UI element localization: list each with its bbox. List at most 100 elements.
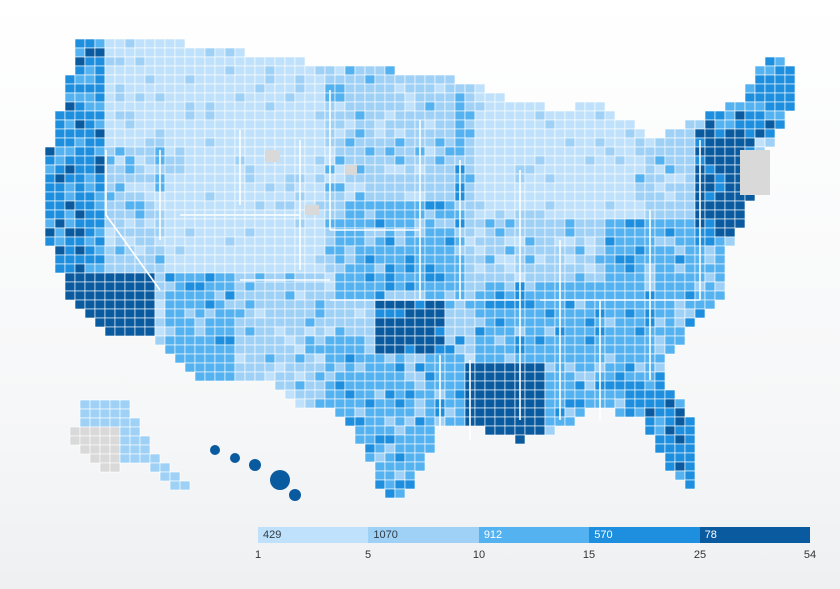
county-cell (724, 173, 736, 184)
county-cell (244, 101, 256, 112)
county-cell (374, 146, 386, 157)
county-cell (404, 245, 416, 256)
county-cell (79, 417, 91, 428)
county-cell (364, 74, 376, 85)
county-cell (584, 182, 596, 193)
county-cell (464, 317, 476, 328)
county-cell (604, 254, 616, 265)
county-cell (474, 218, 486, 229)
county-cell (204, 146, 216, 157)
county-cell (434, 344, 446, 355)
county-cell (354, 407, 366, 418)
county-cell (674, 416, 686, 427)
county-cell (374, 191, 386, 202)
county-cell (84, 110, 96, 121)
county-cell (154, 290, 166, 301)
county-cell (444, 290, 456, 301)
county-cell (284, 200, 296, 211)
county-cell (74, 164, 86, 175)
county-cell (474, 146, 486, 157)
county-cell (534, 335, 546, 346)
county-cell (624, 344, 636, 355)
county-cell (114, 272, 126, 283)
county-cell (514, 434, 526, 445)
county-cell (554, 173, 566, 184)
county-cell (644, 425, 656, 436)
county-cell (194, 317, 206, 328)
county-cell (684, 254, 696, 265)
county-cell (614, 173, 626, 184)
county-cell (424, 119, 436, 130)
county-cell (314, 128, 326, 139)
county-cell (474, 344, 486, 355)
county-cell (454, 83, 466, 94)
county-cell (214, 74, 226, 85)
county-cell (64, 101, 76, 112)
county-cell (604, 182, 616, 193)
county-cell (284, 389, 296, 400)
county-cell (204, 191, 216, 202)
county-cell (124, 155, 136, 166)
county-cell (634, 389, 646, 400)
county-cell (584, 146, 596, 157)
county-cell (224, 128, 236, 139)
county-cell (374, 416, 386, 427)
county-cell (194, 263, 206, 274)
county-cell (364, 128, 376, 139)
county-cell (574, 344, 586, 355)
county-cell (264, 308, 276, 319)
county-cell (224, 218, 236, 229)
county-cell (354, 182, 366, 193)
county-cell (224, 164, 236, 175)
county-cell (114, 137, 126, 148)
county-cell (564, 380, 576, 391)
county-cell (74, 65, 86, 76)
county-cell (384, 173, 396, 184)
county-cell (544, 254, 556, 265)
county-cell (64, 92, 76, 103)
county-cell (424, 362, 436, 373)
county-cell (544, 236, 556, 247)
county-cell (204, 236, 216, 247)
county-cell (284, 74, 296, 85)
county-cell (694, 308, 706, 319)
county-cell (594, 263, 606, 274)
county-cell (144, 56, 156, 67)
county-cell (394, 308, 406, 319)
county-cell (174, 308, 186, 319)
county-cell (374, 137, 386, 148)
county-cell (614, 119, 626, 130)
county-cell (664, 389, 676, 400)
county-cell (164, 83, 176, 94)
county-cell (214, 218, 226, 229)
county-cell (74, 173, 86, 184)
county-cell (394, 272, 406, 283)
county-cell (109, 453, 121, 464)
county-cell (134, 209, 146, 220)
county-cell (254, 218, 266, 229)
county-cell (444, 281, 456, 292)
county-cell (434, 335, 446, 346)
county-cell (374, 209, 386, 220)
state-borders (105, 90, 701, 440)
county-cell (254, 344, 266, 355)
county-cell (74, 56, 86, 67)
county-cell (99, 399, 111, 410)
county-cell (504, 353, 516, 364)
county-cell (624, 137, 636, 148)
county-cell (534, 182, 546, 193)
county-cell (484, 371, 496, 382)
county-cell (144, 308, 156, 319)
county-cell (484, 209, 496, 220)
county-cell (444, 317, 456, 328)
county-cell (254, 83, 266, 94)
county-cell (524, 101, 536, 112)
county-cell (344, 128, 356, 139)
county-cell (264, 371, 276, 382)
county-cell (314, 155, 326, 166)
county-cell (214, 164, 226, 175)
county-cell (274, 335, 286, 346)
county-cell (134, 155, 146, 166)
county-cell (144, 74, 156, 85)
county-cell (334, 335, 346, 346)
